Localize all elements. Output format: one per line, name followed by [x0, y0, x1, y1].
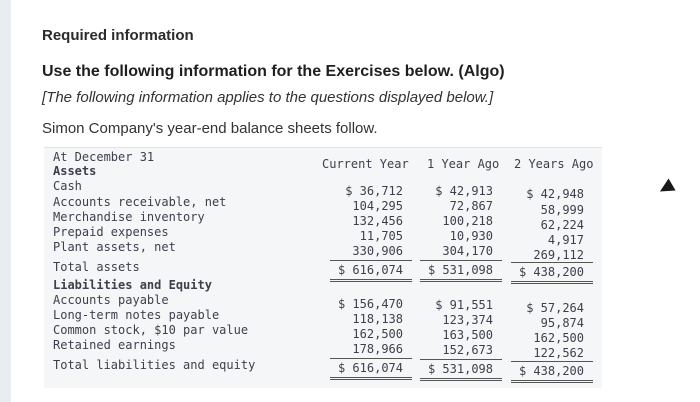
total-assets-rule-current [330, 260, 412, 282]
row-label-cash: Cash [53, 179, 82, 193]
cell-inventory-2y: 62,224 [540, 218, 584, 232]
column-header-current-year: Current Year [322, 157, 409, 171]
row-label-prepaid-expenses: Prepaid expenses [53, 225, 169, 239]
cell-prepaid-current: 11,705 [359, 229, 403, 243]
cell-ap-1y: $ 91,551 [435, 298, 493, 312]
required-information-heading: Required information [42, 27, 194, 44]
cursor-arrow-icon [656, 178, 676, 198]
cell-total-liabilities-2y: $ 438,200 [518, 364, 584, 378]
table-title: At December 31 [53, 150, 155, 164]
cell-inventory-current: 132,456 [352, 214, 403, 228]
cell-notes-current: 118,138 [352, 312, 403, 326]
cell-plant-1y: 304,170 [442, 244, 493, 258]
cell-total-assets-current: $ 616,074 [337, 263, 403, 277]
row-label-accounts-payable: Accounts payable [53, 293, 169, 307]
cell-cash-current: $ 36,712 [345, 184, 403, 198]
cell-notes-1y: 123,374 [442, 313, 493, 327]
balance-sheet-panel [44, 147, 602, 388]
cell-ap-2y: $ 57,264 [526, 301, 584, 315]
cell-plant-2y: 269,112 [533, 248, 584, 262]
cell-prepaid-2y: 4,917 [547, 233, 584, 247]
row-label-retained-earnings: Retained earnings [53, 338, 176, 352]
total-assets-rule-2y [511, 262, 593, 284]
cell-retained-current: 178,966 [352, 342, 403, 356]
row-label-merchandise-inventory: Merchandise inventory [53, 210, 205, 224]
cell-notes-2y: 95,874 [540, 316, 584, 330]
instruction-heading: Use the following information for the Ex… [42, 63, 505, 80]
row-label-total-liabilities-equity: Total liabilities and equity [53, 358, 256, 372]
total-liabilities-rule-2y [511, 361, 593, 383]
cell-ar-current: 104,295 [352, 199, 403, 213]
cell-stock-1y: 163,500 [442, 328, 493, 342]
cell-stock-2y: 162,500 [533, 331, 584, 345]
column-header-2-years-ago: 2 Years Ago [514, 157, 594, 171]
row-label-total-assets: Total assets [53, 260, 140, 274]
cell-ar-1y: 72,867 [449, 199, 493, 213]
row-label-plant-assets: Plant assets, net [53, 240, 176, 254]
cell-total-assets-2y: $ 438,200 [518, 265, 584, 279]
cell-plant-current: 330,906 [352, 244, 403, 258]
intro-text: Simon Company's year-end balance sheets … [42, 120, 378, 137]
cell-total-assets-1y: $ 531,098 [427, 263, 493, 277]
assets-section-label: Assets [53, 164, 97, 178]
cell-total-liabilities-current: $ 616,074 [337, 361, 403, 375]
applies-note: [The following information applies to th… [42, 89, 494, 106]
total-liabilities-rule-1y [420, 359, 502, 381]
left-side-bar [0, 0, 11, 402]
cell-retained-1y: 152,673 [442, 343, 493, 357]
total-assets-rule-1y [420, 260, 502, 282]
cell-retained-2y: 122,562 [533, 346, 584, 360]
cell-inventory-1y: 100,218 [442, 214, 493, 228]
column-header-1-year-ago: 1 Year Ago [427, 157, 500, 171]
cell-cash-1y: $ 42,913 [435, 184, 493, 198]
total-liabilities-rule-current [330, 358, 412, 380]
cell-stock-current: 162,500 [352, 327, 403, 341]
liabilities-section-label: Liabilities and Equity [53, 278, 212, 292]
row-label-common-stock: Common stock, $10 par value [53, 323, 249, 337]
row-label-long-term-notes: Long-term notes payable [53, 308, 220, 322]
cell-prepaid-1y: 10,930 [449, 229, 493, 243]
row-label-accounts-receivable: Accounts receivable, net [53, 195, 227, 209]
cell-ar-2y: 58,999 [540, 203, 584, 217]
cell-cash-2y: $ 42,948 [526, 187, 584, 201]
cell-total-liabilities-1y: $ 531,098 [427, 362, 493, 376]
cell-ap-current: $ 156,470 [337, 297, 403, 311]
